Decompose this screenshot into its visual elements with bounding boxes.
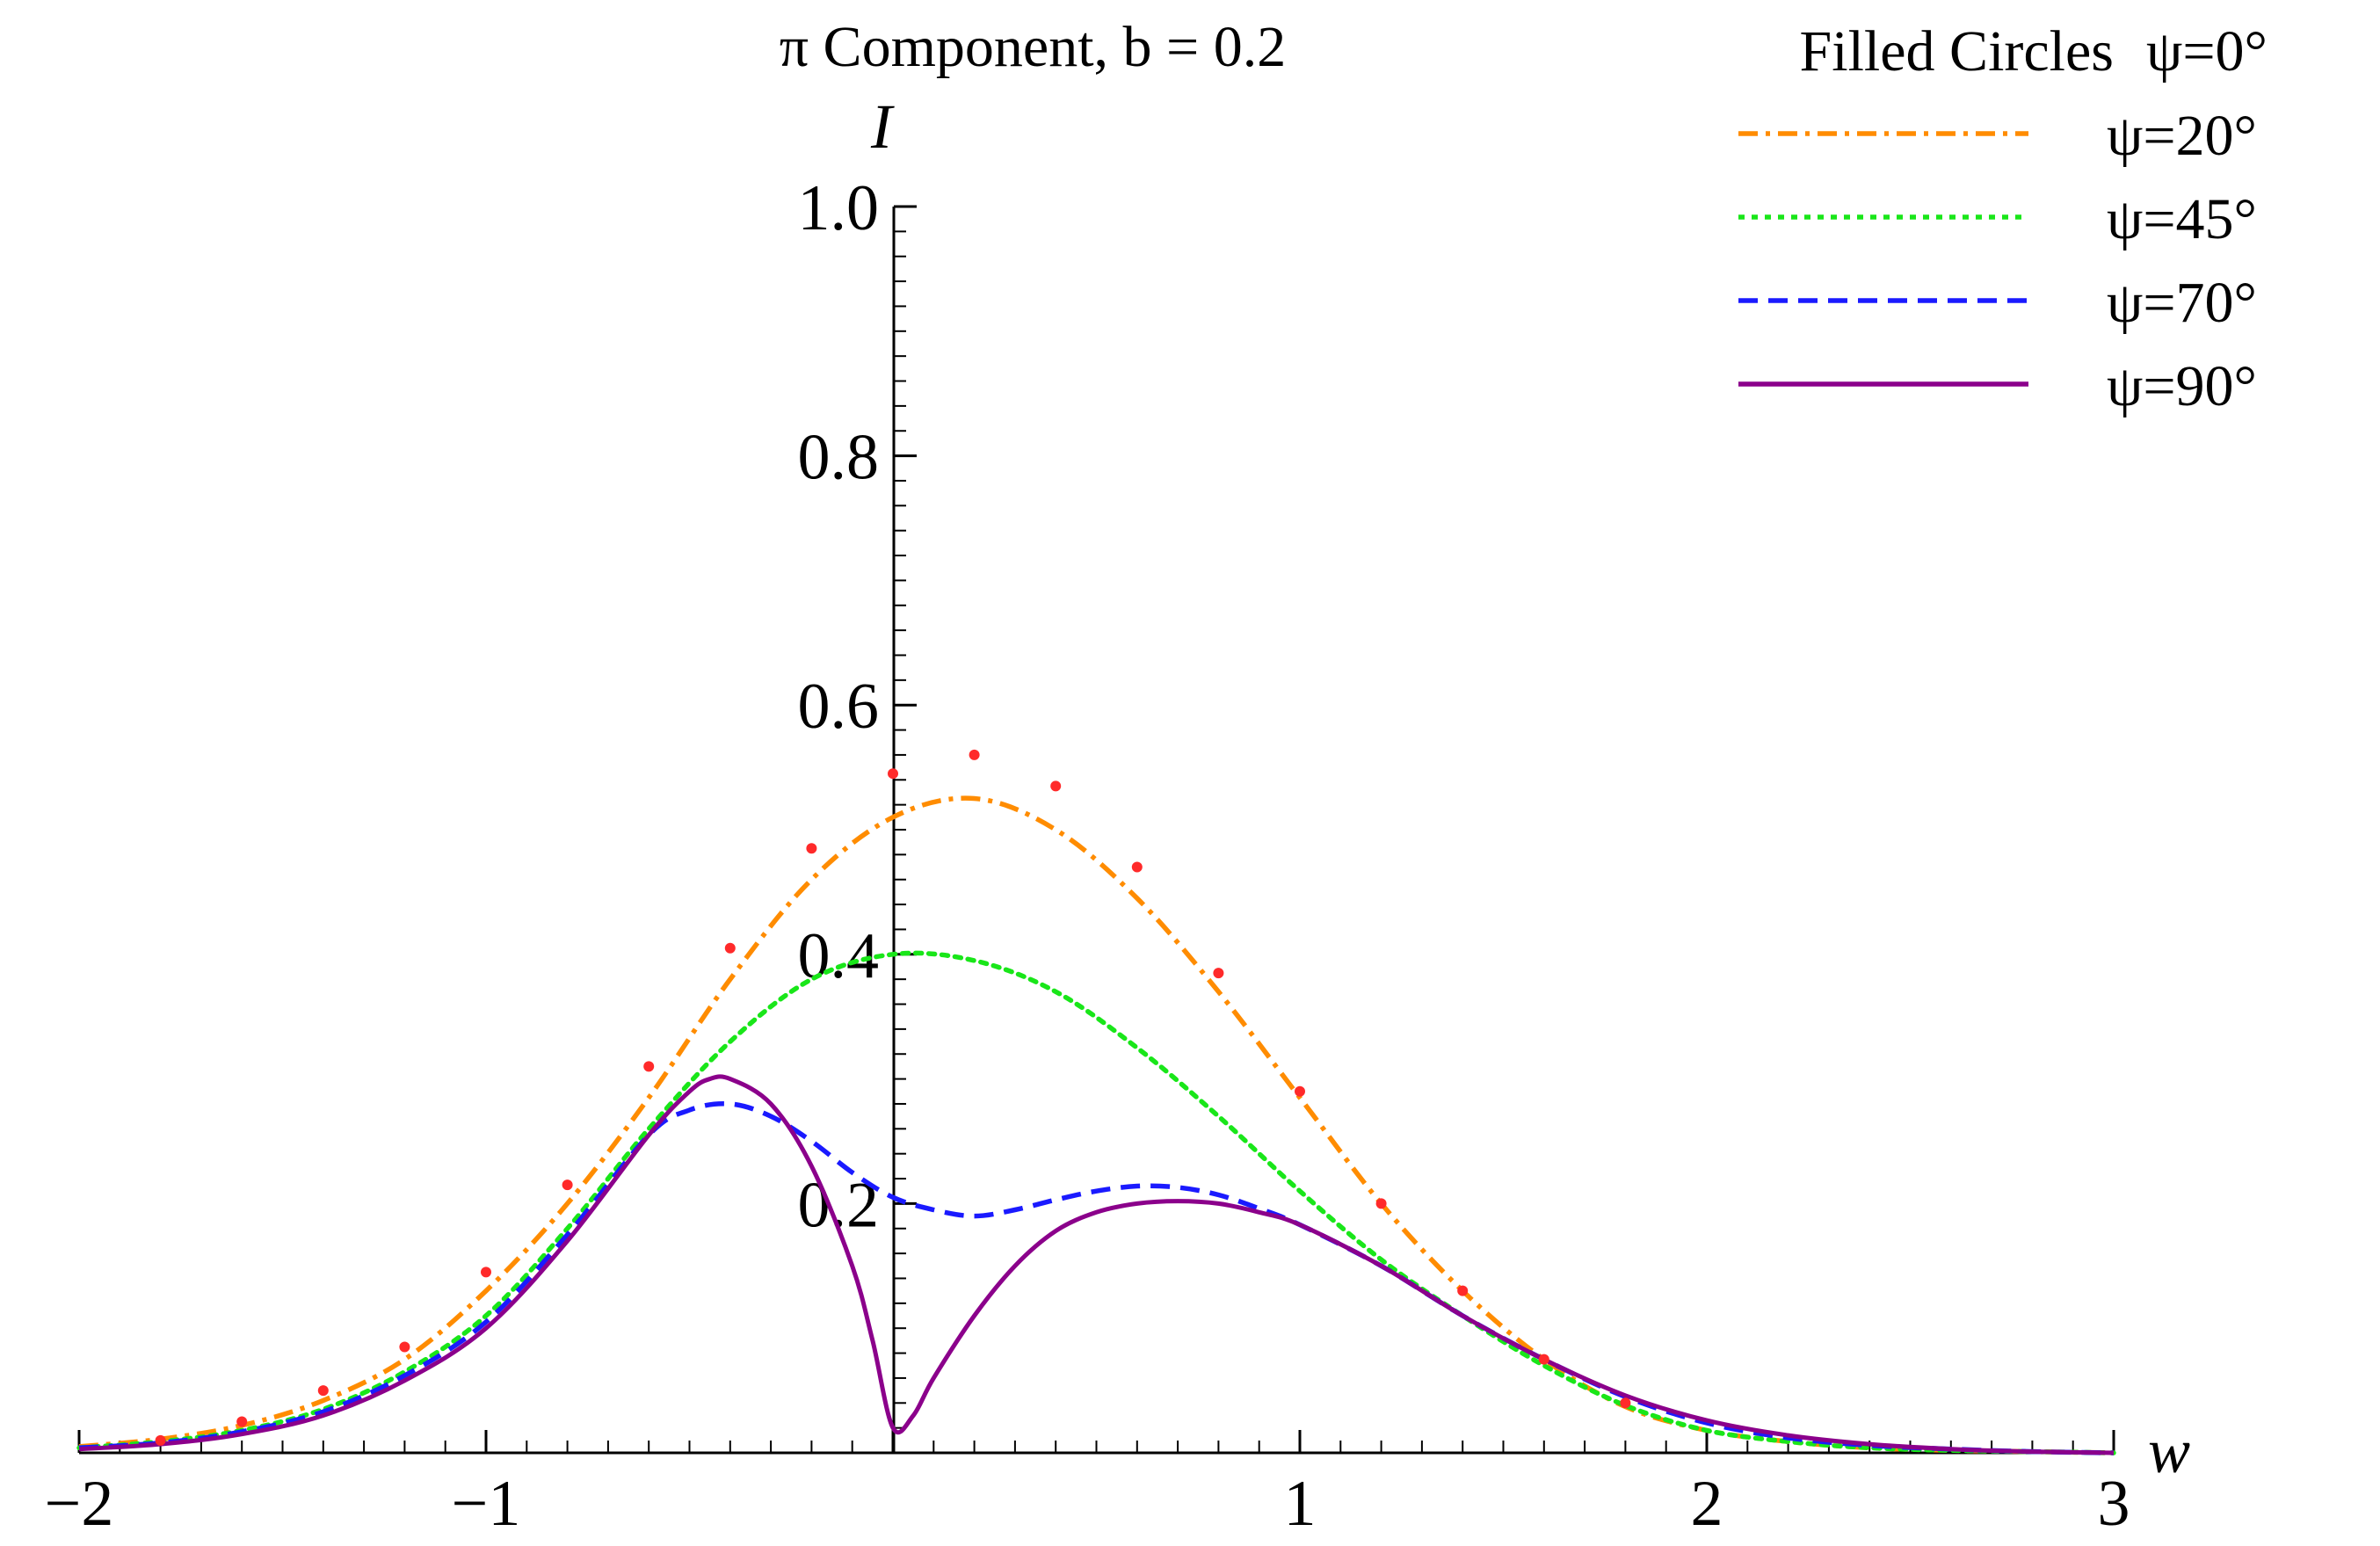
scatter-layer: [155, 749, 1631, 1446]
series-line-1: [78, 795, 2115, 1455]
scatter-point: [1375, 1198, 1387, 1209]
scatter-point: [1131, 861, 1143, 873]
scatter-point: [317, 1385, 329, 1397]
scatter-point: [155, 1434, 166, 1446]
y-tick-label: 0.6: [798, 671, 880, 743]
scatter-point: [643, 1061, 655, 1072]
axes: −2 −1 1 2 3 0.20.40.60.81.0 w I: [45, 91, 2190, 1540]
y-tick-label: 1.0: [798, 172, 880, 244]
legend-label-psi-0: ψ=0°: [2146, 19, 2268, 83]
scatter-point: [806, 843, 817, 854]
x-tick-label: 1: [1284, 1468, 1317, 1540]
scatter-point: [969, 749, 980, 760]
scatter-point: [1620, 1397, 1631, 1409]
x-tick-label: −2: [45, 1468, 114, 1540]
series-line-3: [78, 1100, 2115, 1455]
legend-label-filled-circles: Filled Circles: [1800, 19, 2114, 83]
legend-rows: ψ=20° ψ=45° ψ=70° ψ=90°: [1738, 104, 2257, 418]
scatter-point: [1538, 1354, 1549, 1365]
x-tick-label: −1: [452, 1468, 521, 1540]
x-ticks: −2 −1 1 2 3: [45, 1430, 2130, 1540]
x-tick-label: 2: [1691, 1468, 1723, 1540]
y-tick-label: 0.4: [798, 920, 880, 992]
scatter-point: [399, 1341, 410, 1353]
series-layer: [76, 795, 2116, 1455]
scatter-point: [1213, 968, 1224, 979]
y-tick-label: 0.8: [798, 422, 880, 494]
scatter-point: [724, 942, 736, 954]
chart-title: π Component, b = 0.2: [780, 15, 1287, 79]
scatter-point: [236, 1416, 248, 1427]
legend: Filled Circles ψ=0° ψ=20° ψ=45° ψ=70° ψ=90°: [1738, 19, 2268, 418]
y-ticks: 0.20.40.60.81.0: [798, 172, 917, 1429]
series-line-2: [76, 950, 2116, 1455]
series-line-4: [78, 1074, 2115, 1455]
legend-label-2: ψ=45°: [2107, 187, 2257, 251]
scatter-point: [1295, 1085, 1305, 1097]
scatter-point: [562, 1179, 573, 1191]
x-tick-label: 3: [2098, 1468, 2130, 1540]
scatter-point: [481, 1267, 491, 1278]
x-axis-label: w: [2148, 1416, 2190, 1486]
scatter-point: [888, 768, 898, 780]
legend-label-4: ψ=90°: [2107, 354, 2257, 418]
y-axis-label: I: [870, 91, 895, 162]
legend-label-3: ψ=70°: [2107, 271, 2257, 335]
legend-label-1: ψ=20°: [2107, 104, 2257, 168]
scatter-point: [1050, 780, 1062, 792]
scatter-point: [1457, 1285, 1469, 1296]
